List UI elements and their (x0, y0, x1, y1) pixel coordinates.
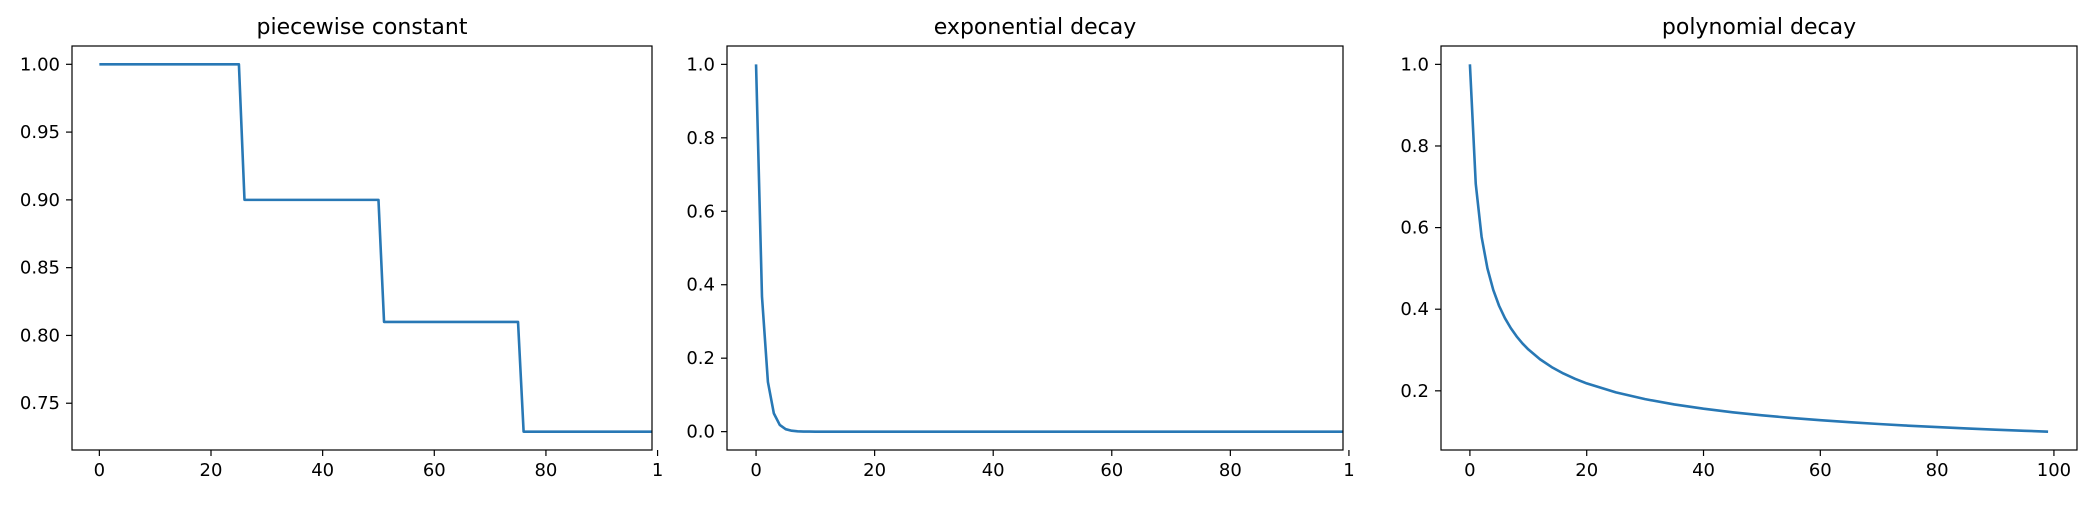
y-tick-label: 0.95 (20, 122, 60, 143)
x-tick-label: 20 (863, 460, 886, 481)
x-tick-label: 40 (1692, 460, 1715, 481)
x-tick-label: 60 (1809, 460, 1832, 481)
chart-exponential-decay: exponential decay 0 20 40 60 80 1 0.0 0.2 0.4 0.6 0… (686, 15, 1354, 481)
x-tick-label: 0 (1464, 460, 1475, 481)
series-line (99, 63, 652, 434)
axes-frame (726, 45, 1344, 451)
y-tick-label: 0.2 (1400, 381, 1429, 402)
x-tick-label: 40 (982, 460, 1005, 481)
chart-title: polynomial decay (1662, 15, 1856, 40)
x-tick-label: 80 (534, 460, 557, 481)
x-tick-label: 60 (1100, 460, 1123, 481)
axes-frame (71, 45, 653, 451)
x-tick-label: 80 (1926, 460, 1949, 481)
x-tick-label: 20 (200, 460, 223, 481)
x-tick-label: 1 (1343, 460, 1354, 481)
chart-piecewise-constant: piecewise constant 0 20 40 60 80 1 0.75 0.80 0.85… (20, 15, 663, 481)
x-tick-label: 0 (750, 460, 761, 481)
y-tick-label: 0.6 (1400, 218, 1429, 239)
x-tick-label: 1 (652, 460, 663, 481)
y-tick-label: 0.80 (20, 325, 60, 346)
y-tick-label: 1.0 (1400, 54, 1429, 75)
x-tick-label: 80 (1219, 460, 1242, 481)
y-tick-label: 0.4 (1400, 299, 1429, 320)
x-tick-label: 0 (94, 460, 105, 481)
series-line (1468, 64, 2049, 433)
axes-frame (1440, 45, 2078, 451)
y-tick-label: 0.6 (686, 201, 715, 222)
chart-polynomial-decay: polynomial decay 0 20 40 60 80 100 0.2 0.4 0.6 0.8… (1400, 15, 2078, 481)
x-tick-label: 40 (311, 460, 334, 481)
y-tick-label: 0.8 (1400, 136, 1429, 157)
y-tick-label: 0.90 (20, 190, 60, 211)
y-tick-label: 0.0 (686, 422, 715, 443)
y-tick-label: 0.85 (20, 258, 60, 279)
y-tick-label: 1.00 (20, 54, 60, 75)
y-tick-label: 0.75 (20, 393, 60, 414)
x-tick-label: 100 (2037, 460, 2071, 481)
y-tick-label: 0.8 (686, 128, 715, 149)
y-tick-label: 1.0 (686, 54, 715, 75)
chart-title: exponential decay (934, 15, 1136, 40)
y-tick-label: 0.4 (686, 275, 715, 296)
x-tick-label: 60 (423, 460, 446, 481)
series-line (754, 64, 1343, 433)
x-tick-label: 20 (1575, 460, 1598, 481)
chart-title: piecewise constant (257, 15, 468, 40)
y-tick-label: 0.2 (686, 348, 715, 369)
